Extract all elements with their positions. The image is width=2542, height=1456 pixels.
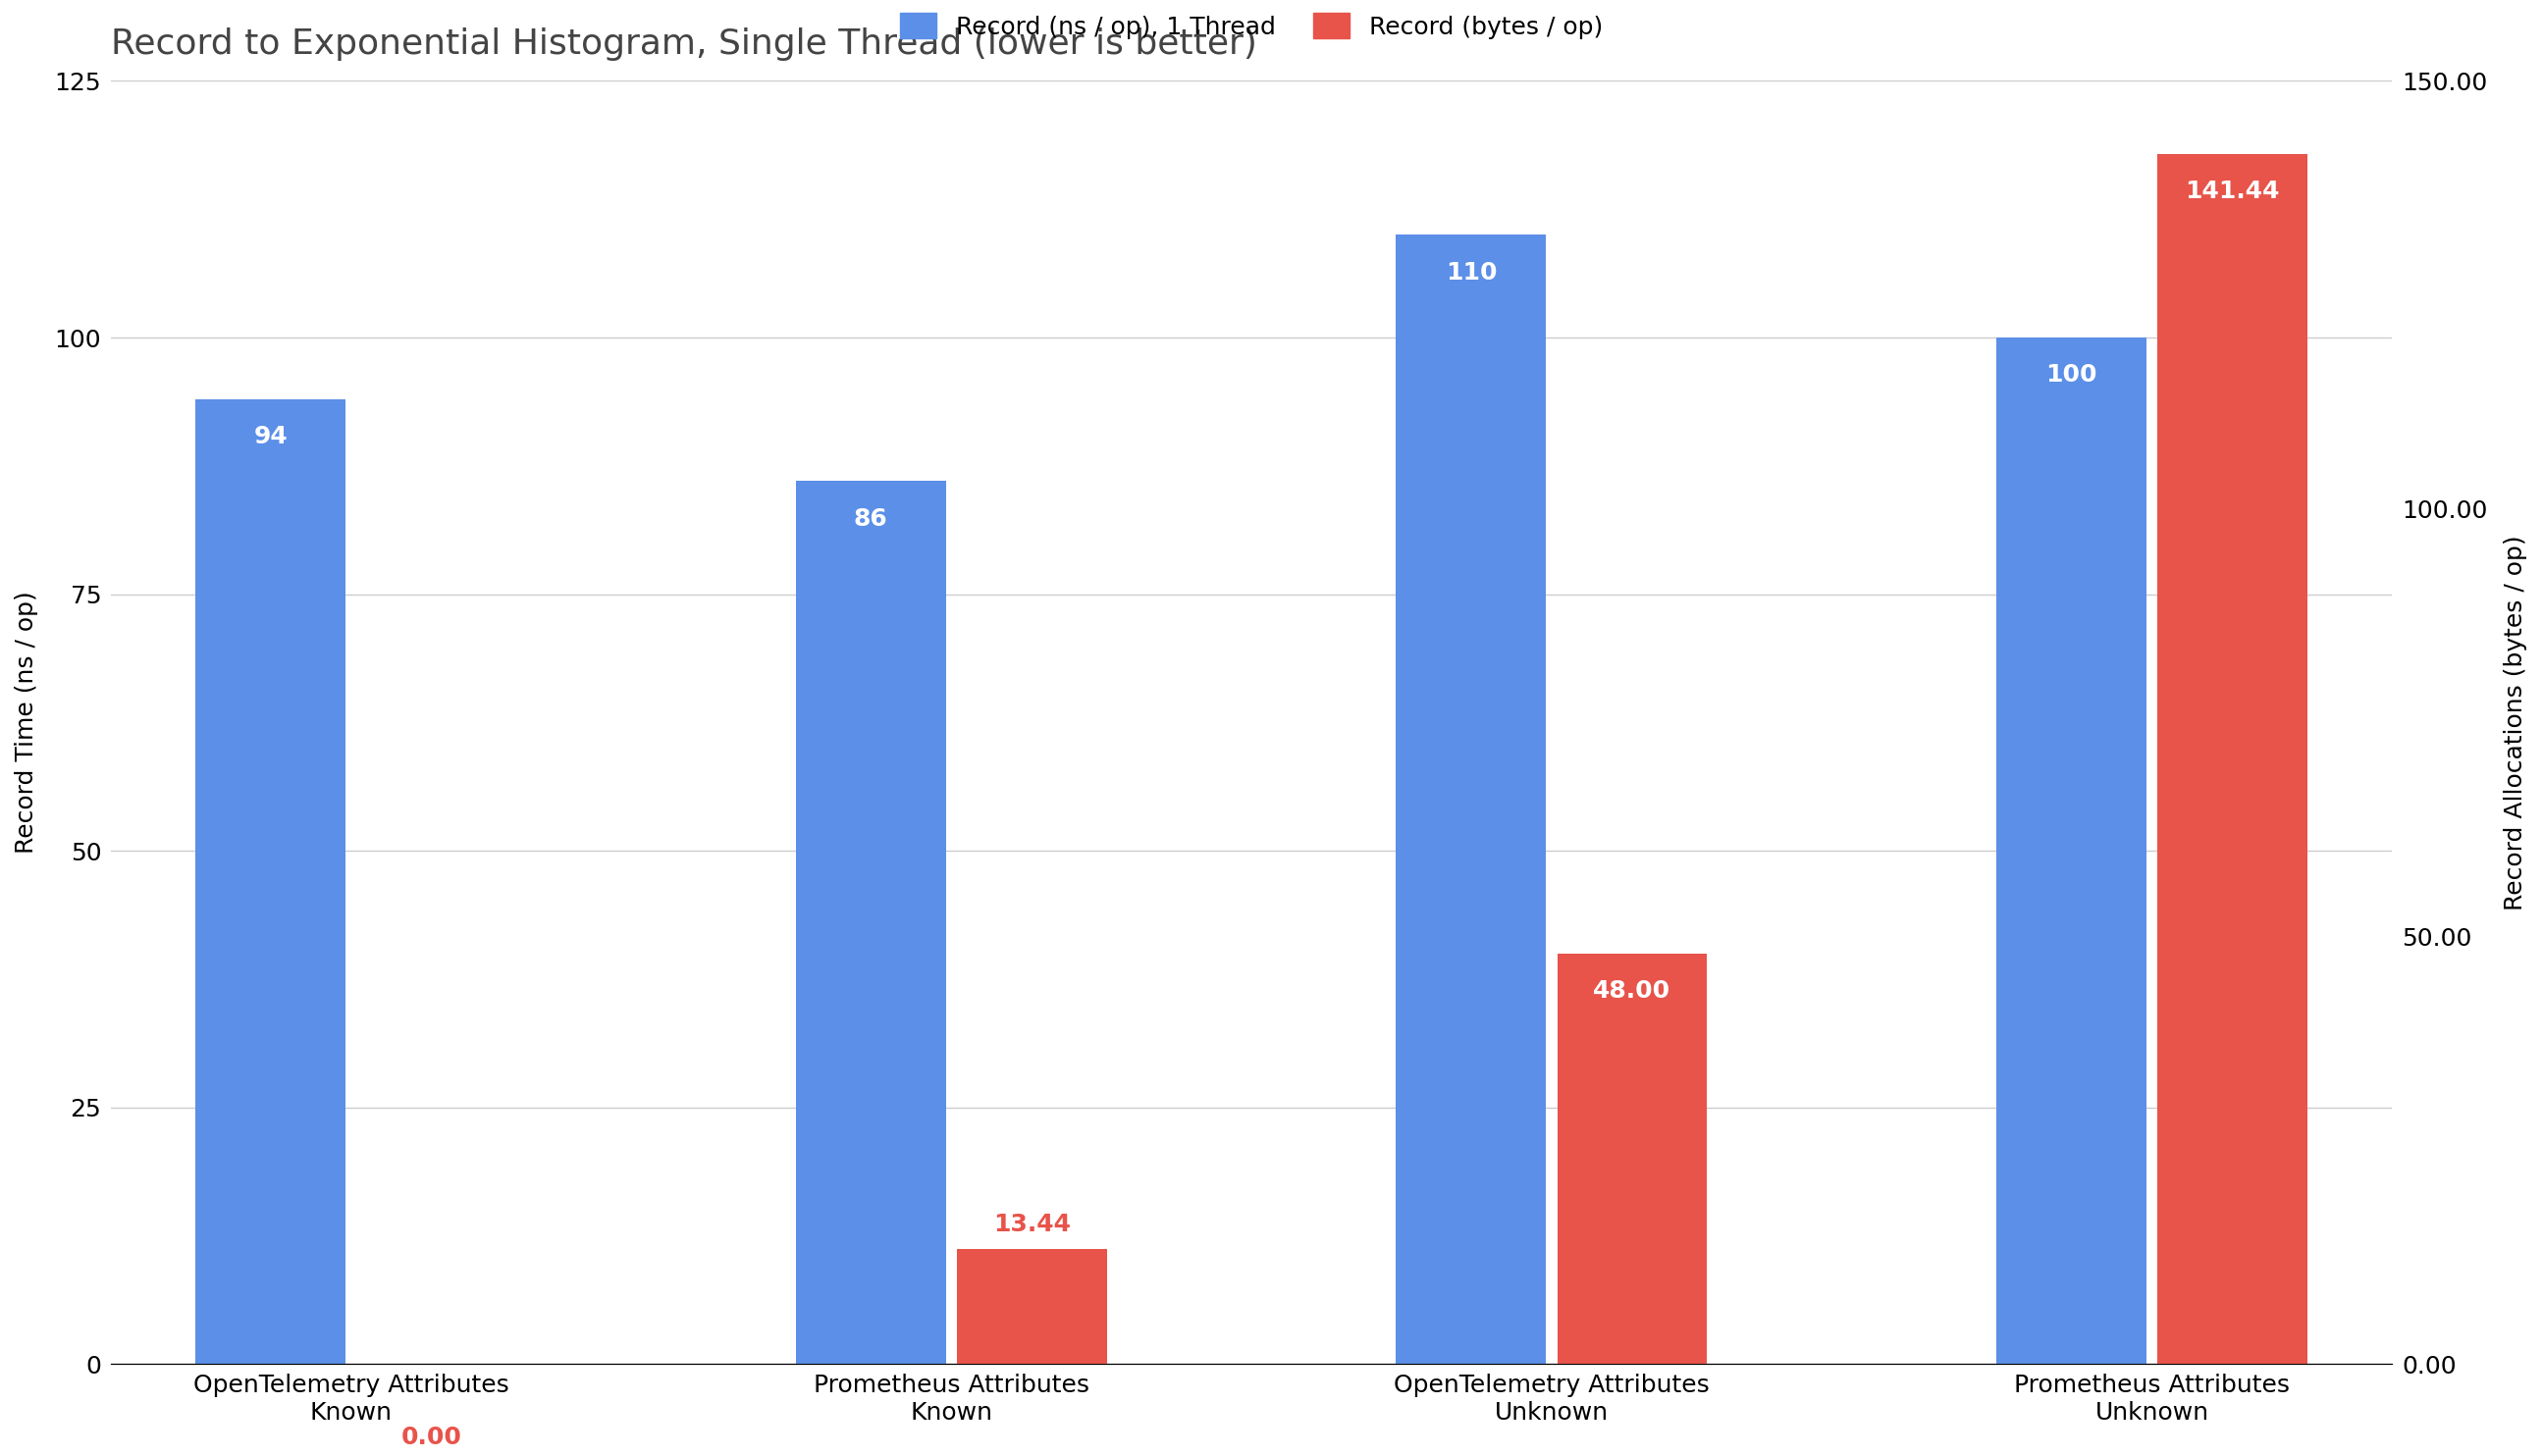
Text: Record to Exponential Histogram, Single Thread (lower is better): Record to Exponential Histogram, Single … (112, 28, 1258, 61)
Text: 86: 86 (854, 507, 887, 530)
Text: 141.44: 141.44 (2186, 179, 2280, 204)
Text: 100: 100 (2046, 363, 2097, 387)
Text: 110: 110 (1446, 261, 1497, 284)
Text: 0.00: 0.00 (402, 1425, 463, 1449)
Bar (956, 1249, 1106, 1364)
Legend: Record (ns / op), 1 Thread, Record (bytes / op): Record (ns / op), 1 Thread, Record (byte… (890, 3, 1614, 48)
Bar (2158, 154, 2308, 1364)
Bar (1995, 338, 2145, 1364)
Bar (1396, 234, 1546, 1364)
Bar (796, 482, 946, 1364)
Text: 13.44: 13.44 (994, 1213, 1070, 1236)
Text: 48.00: 48.00 (1594, 978, 1670, 1003)
Bar (1558, 954, 1708, 1364)
Text: 94: 94 (254, 425, 287, 448)
Y-axis label: Record Allocations (bytes / op): Record Allocations (bytes / op) (2504, 534, 2527, 910)
Bar (196, 399, 346, 1364)
Y-axis label: Record Time (ns / op): Record Time (ns / op) (15, 591, 38, 853)
